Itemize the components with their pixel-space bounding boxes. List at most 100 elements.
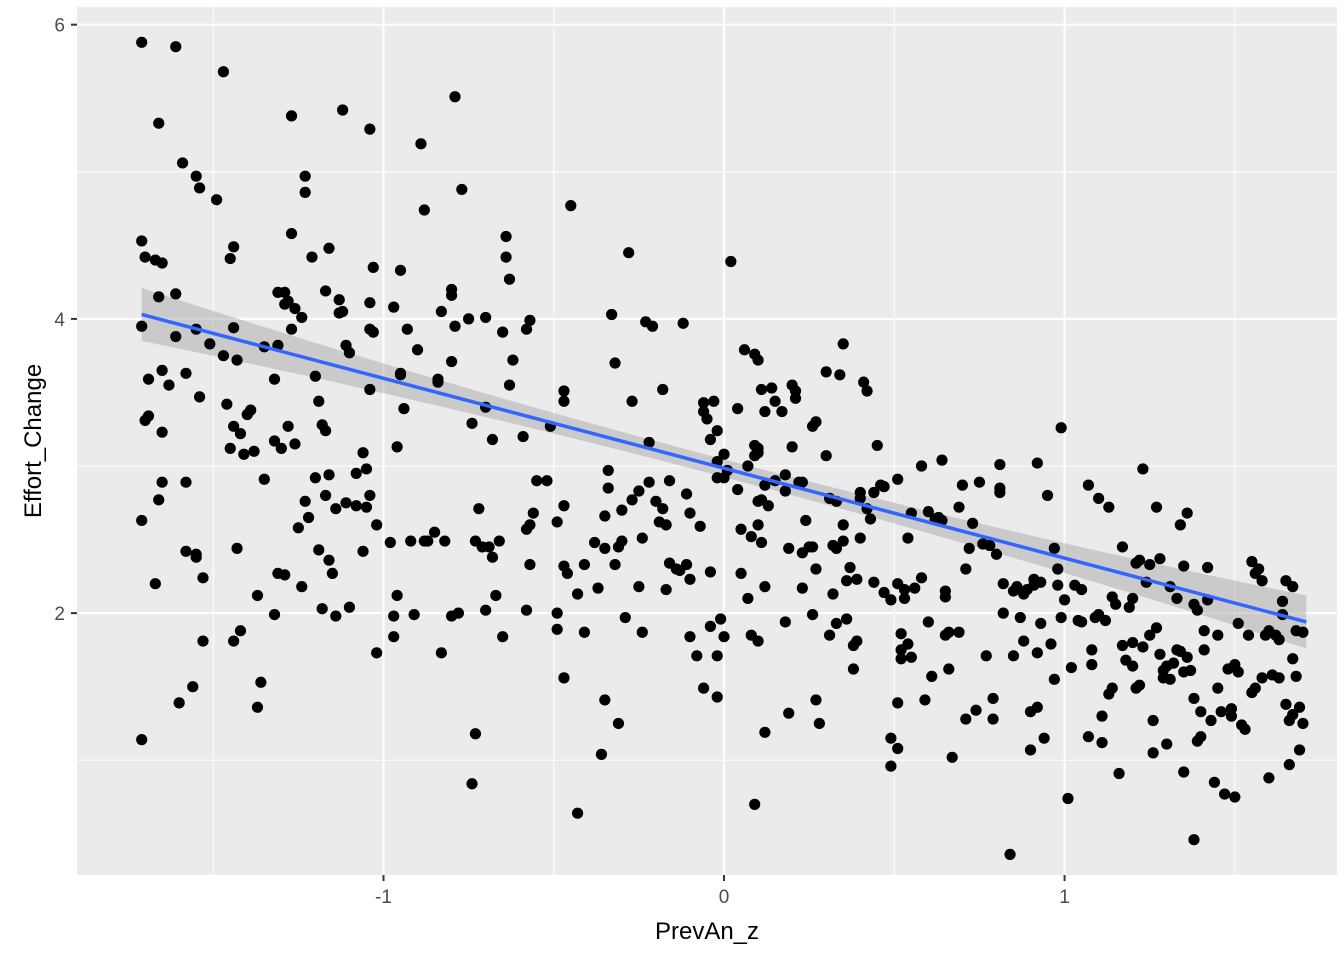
data-point bbox=[497, 326, 509, 338]
data-point bbox=[367, 326, 379, 338]
data-point bbox=[258, 473, 270, 485]
data-point bbox=[646, 320, 659, 332]
data-point bbox=[759, 726, 771, 738]
data-point bbox=[1133, 554, 1146, 566]
data-point bbox=[571, 807, 584, 819]
data-point bbox=[660, 583, 672, 596]
data-point bbox=[313, 395, 325, 407]
data-point bbox=[1082, 479, 1095, 491]
data-point bbox=[558, 500, 570, 512]
data-point bbox=[1273, 672, 1285, 684]
data-point bbox=[1178, 766, 1190, 778]
data-point bbox=[1004, 848, 1016, 861]
data-point bbox=[139, 414, 151, 427]
data-point bbox=[677, 317, 689, 329]
data-point bbox=[1147, 747, 1159, 759]
data-point bbox=[142, 373, 155, 385]
x-axis-ticks: -1 0 1 bbox=[375, 875, 1070, 908]
data-point bbox=[616, 504, 628, 516]
data-point bbox=[323, 242, 335, 254]
data-point bbox=[476, 541, 488, 553]
data-point bbox=[197, 572, 209, 584]
data-point bbox=[854, 532, 866, 544]
data-point bbox=[531, 475, 543, 487]
data-point bbox=[1093, 492, 1105, 504]
data-point bbox=[221, 398, 233, 410]
data-point bbox=[956, 479, 969, 491]
data-point bbox=[466, 417, 478, 429]
data-point bbox=[289, 302, 301, 315]
data-point bbox=[228, 241, 240, 253]
data-point bbox=[789, 392, 802, 404]
data-point bbox=[1167, 657, 1180, 669]
data-point bbox=[428, 526, 441, 538]
data-point bbox=[558, 672, 570, 684]
data-point bbox=[217, 350, 230, 362]
data-point bbox=[834, 369, 846, 381]
data-point bbox=[500, 230, 512, 243]
data-point bbox=[1201, 561, 1214, 574]
data-point bbox=[364, 297, 376, 309]
data-point bbox=[960, 713, 972, 725]
data-point bbox=[1293, 744, 1306, 756]
data-point bbox=[1256, 672, 1268, 684]
data-point bbox=[738, 344, 751, 356]
data-point bbox=[1232, 617, 1244, 630]
data-point bbox=[313, 544, 325, 556]
data-point bbox=[1082, 731, 1095, 743]
data-point bbox=[272, 286, 284, 299]
data-point bbox=[449, 91, 461, 103]
data-point bbox=[578, 626, 591, 638]
data-point bbox=[228, 635, 240, 647]
data-point bbox=[153, 117, 165, 129]
data-point bbox=[527, 507, 539, 519]
data-point bbox=[1212, 682, 1224, 694]
y-axis-title: Effort_Change bbox=[20, 364, 47, 518]
x-tick-label: -1 bbox=[375, 887, 392, 908]
data-point bbox=[285, 227, 298, 240]
data-point bbox=[636, 626, 648, 638]
data-point bbox=[759, 581, 771, 593]
data-point bbox=[360, 501, 373, 513]
data-point bbox=[680, 558, 693, 571]
data-point bbox=[364, 123, 376, 135]
data-point bbox=[997, 607, 1009, 619]
data-point bbox=[827, 588, 839, 600]
data-point bbox=[898, 583, 911, 596]
data-point bbox=[432, 376, 444, 388]
data-point bbox=[830, 617, 843, 630]
data-point bbox=[418, 204, 430, 216]
data-point bbox=[796, 476, 808, 488]
data-point bbox=[163, 379, 175, 391]
data-point bbox=[755, 383, 768, 396]
data-point bbox=[1123, 601, 1135, 613]
data-point bbox=[732, 403, 744, 415]
data-point bbox=[364, 489, 376, 502]
data-point bbox=[783, 707, 795, 719]
data-point bbox=[1195, 706, 1207, 718]
data-point bbox=[1229, 791, 1241, 803]
data-point bbox=[340, 497, 352, 509]
data-point bbox=[633, 581, 645, 593]
data-point bbox=[1219, 788, 1231, 800]
data-point bbox=[1110, 598, 1122, 610]
data-point bbox=[609, 357, 621, 369]
data-point bbox=[1113, 767, 1125, 780]
data-point bbox=[1283, 759, 1295, 771]
data-point bbox=[558, 385, 570, 397]
data-point bbox=[663, 557, 676, 569]
data-point bbox=[139, 251, 151, 263]
data-point bbox=[810, 416, 822, 428]
data-point bbox=[1133, 679, 1146, 691]
data-point bbox=[1031, 701, 1043, 713]
data-point bbox=[251, 701, 264, 713]
data-point bbox=[711, 472, 723, 484]
data-point bbox=[1215, 706, 1227, 718]
data-point bbox=[602, 464, 614, 477]
data-point bbox=[285, 110, 298, 122]
regression-line bbox=[141, 312, 1307, 624]
data-point bbox=[1232, 666, 1244, 678]
data-point bbox=[170, 288, 182, 300]
data-point bbox=[500, 251, 512, 263]
data-point bbox=[187, 681, 199, 693]
